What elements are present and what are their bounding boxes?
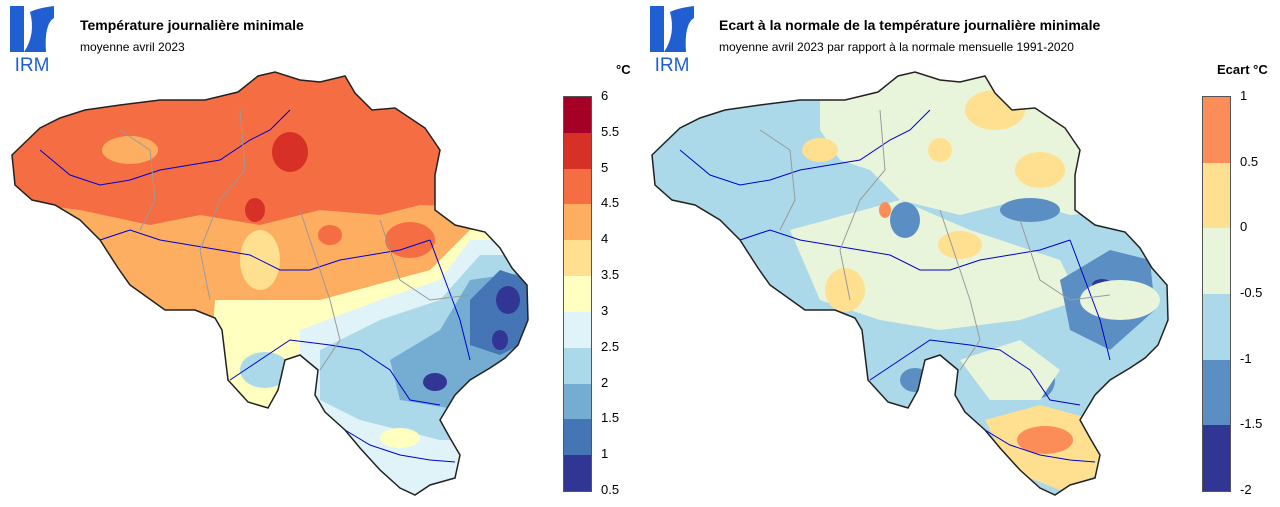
map-subtitle: moyenne avril 2023 par rapport à la norm… (719, 40, 1074, 54)
colorbar-swatch (1203, 97, 1230, 163)
colorbar-swatch (564, 383, 591, 420)
legend-tick-label: 0.5 (601, 482, 620, 497)
colorbar-swatch (564, 419, 591, 456)
irm-logo: IRM (10, 6, 54, 74)
logo-text: IRM (655, 55, 690, 74)
legend-tick-label: 6 (601, 88, 609, 103)
colorbar-swatch (564, 132, 591, 169)
legend-tick-label: 1 (1240, 88, 1248, 103)
colorbar-swatch (1203, 425, 1230, 491)
colorbar-swatch (564, 347, 591, 384)
map-title: Température journalière minimale (80, 17, 304, 33)
legend-tick-label: 4.5 (601, 195, 620, 211)
colorbar-swatch (564, 276, 591, 312)
colorbar-swatch (1203, 228, 1230, 294)
irm-logo: IRM (650, 6, 694, 74)
left-panel: IRM Température journalière minimale moy… (10, 6, 631, 497)
map-title: Ecart à la normale de la température jou… (719, 17, 1101, 33)
legend-tick-label: 3 (601, 302, 609, 318)
legend-tick-label: 0 (1240, 219, 1248, 235)
legend-tick-label: 1.5 (601, 410, 620, 426)
logo-text: IRM (15, 55, 50, 74)
colorbar-swatch (1203, 293, 1230, 360)
map-subtitle: moyenne avril 2023 (80, 40, 185, 54)
colorbar-swatch (564, 204, 591, 241)
colorbar (563, 96, 592, 492)
colorbar (1202, 96, 1231, 492)
legend-tick-label: 0.5 (1240, 153, 1259, 169)
legend-tick-label: -1.5 (1240, 416, 1263, 432)
legend-tick-label: -2 (1240, 482, 1252, 497)
legend-tick-label: -1 (1240, 350, 1252, 366)
legend-tick-label: 1 (601, 446, 609, 462)
colorbar-swatch (564, 168, 591, 205)
legend-unit: Ecart °C (1217, 62, 1268, 77)
province-borders (119, 109, 471, 371)
legend-unit: °C (616, 62, 631, 77)
legend-tick-label: 4 (601, 231, 609, 247)
legend-tick-label: 5 (601, 159, 609, 175)
legend-tick-label: 2.5 (601, 338, 620, 354)
colorbar-swatch (1203, 359, 1230, 426)
rivers (679, 109, 1111, 463)
belgium-anomaly-map (651, 71, 1169, 496)
province-borders (759, 109, 1111, 371)
legend-tick-label: 5.5 (601, 123, 620, 139)
rivers (39, 109, 471, 463)
legend-tick-label: 2 (601, 374, 609, 390)
colorbar-swatch (564, 97, 591, 133)
colorbar-swatch (564, 311, 591, 348)
legend-tick-label: 3.5 (601, 267, 620, 283)
legend-tick-label: -0.5 (1240, 285, 1263, 300)
colorbar-swatch (564, 240, 591, 277)
colorbar-swatch (564, 455, 591, 491)
colorbar-swatch (1203, 162, 1230, 229)
right-panel: IRM Ecart à la normale de la température… (640, 0, 1280, 507)
belgium-tmin-map (11, 71, 529, 496)
